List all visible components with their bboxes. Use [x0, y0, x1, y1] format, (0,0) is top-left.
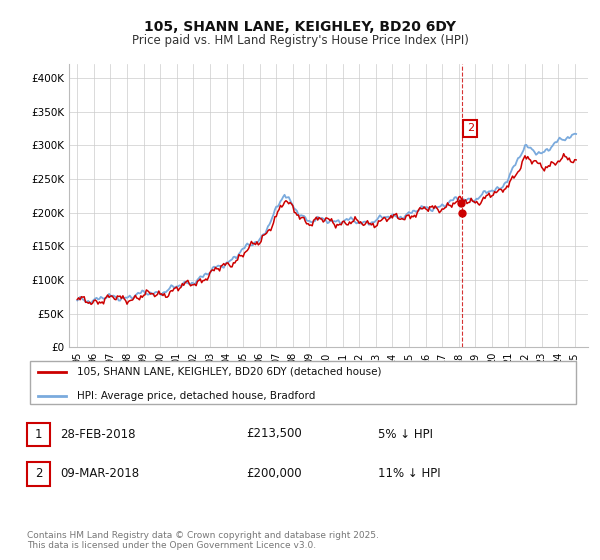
Text: £200,000: £200,000	[246, 466, 302, 480]
Text: Price paid vs. HM Land Registry's House Price Index (HPI): Price paid vs. HM Land Registry's House …	[131, 34, 469, 46]
Text: 11% ↓ HPI: 11% ↓ HPI	[378, 466, 440, 480]
Text: 105, SHANN LANE, KEIGHLEY, BD20 6DY: 105, SHANN LANE, KEIGHLEY, BD20 6DY	[144, 20, 456, 34]
Text: Contains HM Land Registry data © Crown copyright and database right 2025.
This d: Contains HM Land Registry data © Crown c…	[27, 531, 379, 550]
Text: 2: 2	[35, 466, 42, 480]
Text: 28-FEB-2018: 28-FEB-2018	[60, 427, 136, 441]
Text: 5% ↓ HPI: 5% ↓ HPI	[378, 427, 433, 441]
Text: 09-MAR-2018: 09-MAR-2018	[60, 466, 139, 480]
Text: HPI: Average price, detached house, Bradford: HPI: Average price, detached house, Brad…	[77, 390, 315, 400]
Text: £213,500: £213,500	[246, 427, 302, 441]
FancyBboxPatch shape	[30, 361, 576, 404]
Text: 1: 1	[35, 427, 42, 441]
Text: 2: 2	[467, 123, 474, 133]
Text: 105, SHANN LANE, KEIGHLEY, BD20 6DY (detached house): 105, SHANN LANE, KEIGHLEY, BD20 6DY (det…	[77, 367, 381, 377]
